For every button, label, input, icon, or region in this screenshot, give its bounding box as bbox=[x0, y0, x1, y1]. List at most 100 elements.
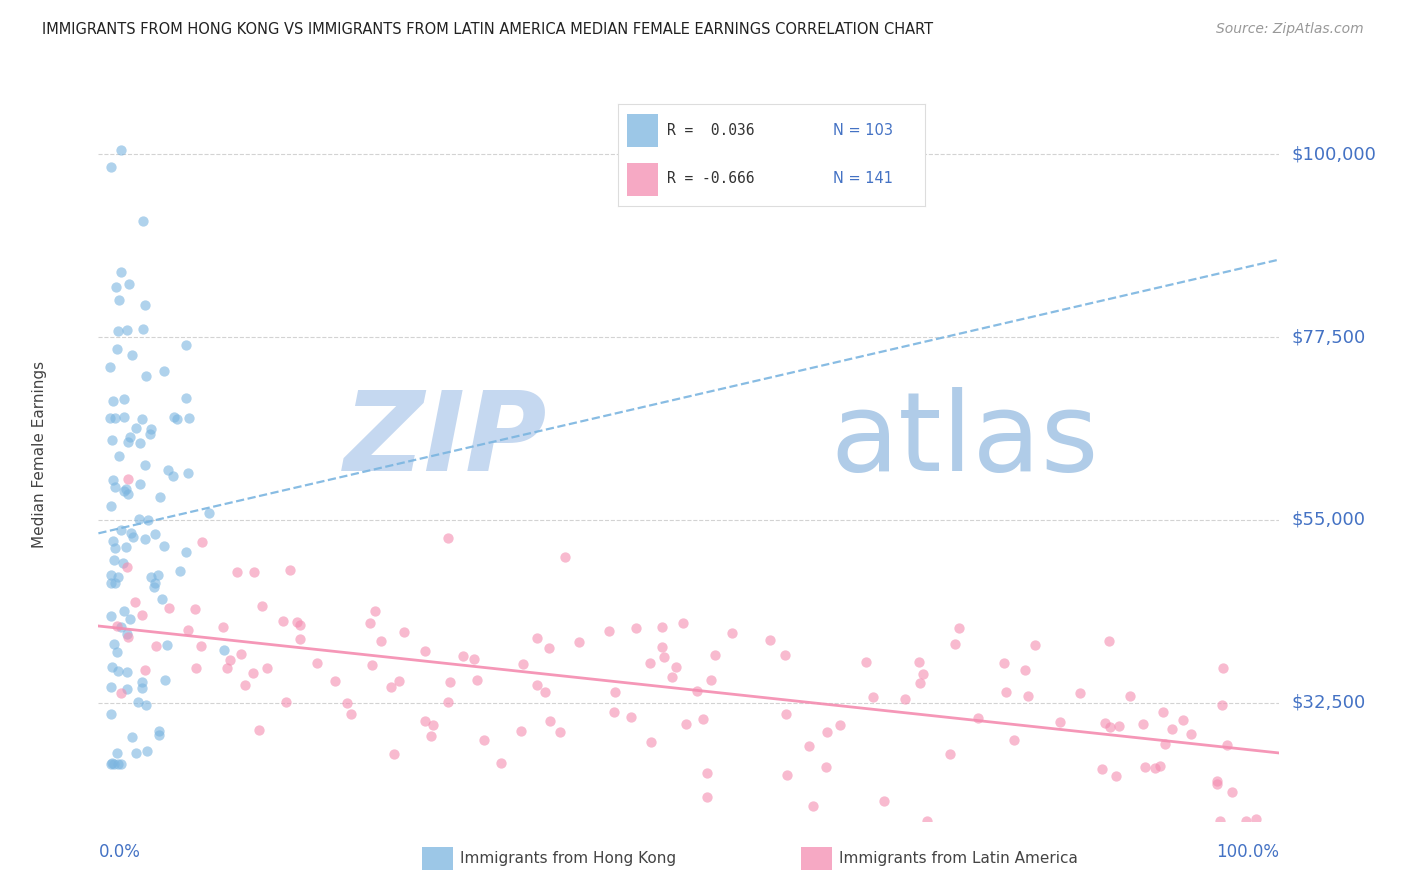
Point bbox=[1098, 633, 1121, 648]
Point bbox=[104, 576, 127, 591]
Point bbox=[104, 279, 127, 293]
Point bbox=[1220, 785, 1243, 799]
Point bbox=[101, 756, 124, 771]
Point bbox=[121, 731, 143, 745]
Point bbox=[100, 160, 122, 174]
Point bbox=[1133, 760, 1156, 774]
Point bbox=[115, 681, 138, 696]
Point bbox=[720, 625, 742, 640]
Point bbox=[568, 635, 591, 649]
Point bbox=[1094, 715, 1116, 730]
Point bbox=[103, 553, 125, 567]
Point bbox=[112, 392, 135, 407]
Point bbox=[120, 525, 142, 540]
Point bbox=[489, 756, 512, 771]
Point bbox=[534, 685, 557, 699]
Point bbox=[700, 673, 723, 687]
Text: $100,000: $100,000 bbox=[1291, 145, 1376, 163]
Point bbox=[124, 595, 146, 609]
Point bbox=[135, 698, 157, 712]
Point bbox=[472, 733, 495, 747]
Point bbox=[672, 616, 695, 631]
Point bbox=[110, 620, 132, 634]
Point bbox=[174, 545, 197, 559]
Point bbox=[132, 322, 155, 336]
Point bbox=[773, 648, 796, 662]
Point bbox=[100, 568, 122, 582]
Point bbox=[190, 639, 212, 653]
Point bbox=[166, 411, 188, 425]
Point bbox=[640, 735, 662, 749]
Point bbox=[177, 623, 200, 637]
Text: 0.0%: 0.0% bbox=[98, 843, 141, 861]
Point bbox=[242, 665, 264, 680]
Point bbox=[1017, 689, 1039, 703]
Point bbox=[104, 480, 127, 494]
Point bbox=[176, 391, 198, 405]
Point bbox=[128, 512, 150, 526]
Point bbox=[117, 472, 139, 486]
Point bbox=[100, 500, 122, 514]
Point bbox=[115, 560, 138, 574]
Point bbox=[177, 466, 200, 480]
Point bbox=[364, 604, 387, 618]
Point bbox=[141, 422, 163, 436]
Point bbox=[797, 739, 820, 754]
Point bbox=[98, 411, 121, 425]
Point bbox=[285, 615, 308, 629]
Point bbox=[828, 718, 851, 732]
Point bbox=[117, 631, 139, 645]
Point bbox=[217, 661, 239, 675]
Point bbox=[100, 756, 122, 771]
Point bbox=[174, 338, 197, 352]
Point bbox=[108, 450, 131, 464]
Point bbox=[157, 463, 180, 477]
Point bbox=[1180, 727, 1202, 741]
Text: R = -0.666: R = -0.666 bbox=[668, 171, 755, 186]
Point bbox=[1209, 814, 1232, 828]
Point bbox=[103, 756, 125, 771]
Point bbox=[1132, 717, 1154, 731]
Point bbox=[108, 293, 131, 308]
Point bbox=[413, 714, 436, 729]
Point bbox=[893, 691, 915, 706]
Point bbox=[855, 655, 877, 669]
Point bbox=[598, 624, 620, 638]
Point bbox=[278, 563, 301, 577]
Point bbox=[652, 650, 675, 665]
Point bbox=[252, 599, 274, 613]
Point bbox=[110, 686, 132, 700]
Point bbox=[1205, 773, 1227, 788]
Point bbox=[218, 653, 240, 667]
Point bbox=[1149, 758, 1171, 772]
Point bbox=[912, 666, 935, 681]
Point bbox=[100, 433, 122, 447]
Point bbox=[148, 723, 170, 738]
Point bbox=[340, 706, 363, 721]
Point bbox=[98, 360, 121, 375]
Point bbox=[638, 656, 661, 670]
Point bbox=[814, 760, 837, 774]
Point bbox=[107, 570, 129, 584]
Point bbox=[370, 634, 392, 648]
Text: Source: ZipAtlas.com: Source: ZipAtlas.com bbox=[1216, 22, 1364, 37]
Point bbox=[121, 348, 143, 362]
Point bbox=[131, 681, 153, 696]
Point bbox=[526, 678, 548, 692]
Point bbox=[131, 675, 153, 690]
Point bbox=[1108, 719, 1130, 733]
Point bbox=[664, 660, 686, 674]
Text: IMMIGRANTS FROM HONG KONG VS IMMIGRANTS FROM LATIN AMERICA MEDIAN FEMALE EARNING: IMMIGRANTS FROM HONG KONG VS IMMIGRANTS … bbox=[42, 22, 934, 37]
Point bbox=[125, 746, 148, 760]
Point bbox=[139, 570, 162, 584]
Point bbox=[1002, 732, 1025, 747]
Point bbox=[103, 393, 125, 408]
Point bbox=[943, 637, 966, 651]
Point bbox=[117, 435, 139, 450]
Point bbox=[359, 616, 381, 631]
Point bbox=[392, 624, 415, 639]
Point bbox=[995, 685, 1018, 699]
Point bbox=[132, 214, 155, 228]
Point bbox=[107, 324, 129, 338]
Point bbox=[131, 412, 153, 426]
